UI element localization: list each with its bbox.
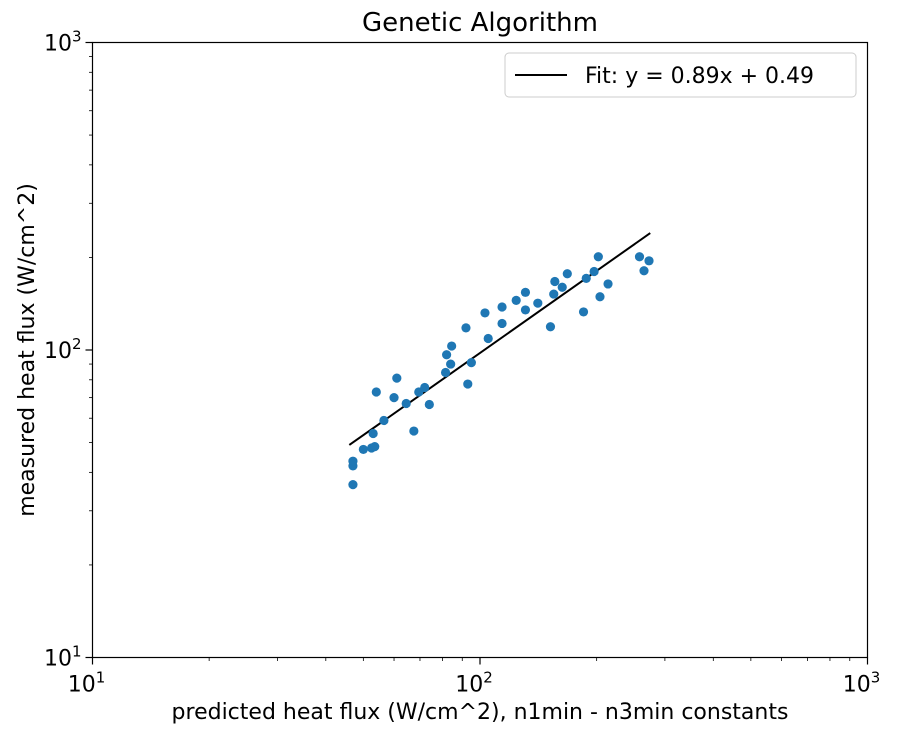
y-tick-label: 103: [44, 28, 82, 57]
data-point: [497, 318, 507, 329]
data-point: [461, 323, 471, 333]
data-point: [389, 393, 399, 403]
y-axis-label: measured heat flux (W/cm^2): [15, 183, 40, 517]
legend: Fit: y = 0.89x + 0.49: [504, 52, 857, 98]
data-point: [581, 273, 591, 283]
data-point: [442, 350, 452, 360]
y-tick-label: 101: [44, 643, 82, 672]
y-tick-label: 102: [44, 335, 82, 364]
x-tick-label: 103: [843, 669, 881, 698]
data-point: [409, 426, 419, 436]
data-point: [358, 444, 368, 455]
chart-title: Genetic Algorithm: [362, 8, 598, 38]
data-point: [440, 367, 451, 378]
data-point: [603, 279, 613, 289]
scatter-points: [348, 252, 654, 490]
data-point: [578, 307, 589, 317]
data-point: [644, 256, 654, 266]
data-point: [550, 276, 560, 287]
data-point: [447, 341, 457, 351]
legend-box: [504, 52, 857, 98]
data-point: [549, 289, 559, 299]
axis-ticks: 101 102 103 101 102 103: [44, 28, 880, 698]
data-point: [368, 428, 378, 439]
data-point: [589, 266, 599, 277]
data-point: [446, 359, 456, 369]
legend-label: Fit: y = 0.89x + 0.49: [585, 64, 814, 89]
x-axis-label: predicted heat flux (W/cm^2), n1min - n3…: [172, 700, 789, 725]
fit-line: [348, 232, 651, 446]
data-point: [511, 295, 521, 305]
data-point: [379, 415, 389, 426]
data-point: [533, 298, 543, 308]
data-point: [480, 308, 490, 318]
data-point: [545, 322, 556, 332]
data-point: [466, 357, 476, 368]
data-point: [483, 333, 493, 344]
plot-frame: [91, 41, 869, 659]
data-point: [562, 269, 572, 279]
data-point: [371, 387, 381, 397]
data-point: [520, 305, 531, 315]
data-point: [348, 456, 358, 466]
data-point: [392, 373, 402, 383]
data-point: [557, 282, 567, 292]
data-point: [348, 479, 358, 490]
data-point: [520, 287, 531, 297]
x-tick-label: 102: [455, 669, 493, 698]
data-point: [595, 292, 605, 302]
data-point: [370, 442, 380, 452]
data-point: [420, 382, 430, 393]
data-point: [463, 379, 473, 389]
data-point: [424, 399, 434, 410]
data-point: [634, 252, 645, 262]
data-point: [639, 266, 649, 276]
fit-line-layer: [348, 232, 651, 446]
data-point: [497, 302, 507, 312]
x-tick-label: 101: [68, 669, 106, 698]
data-point: [401, 398, 411, 409]
data-point: [593, 252, 603, 262]
